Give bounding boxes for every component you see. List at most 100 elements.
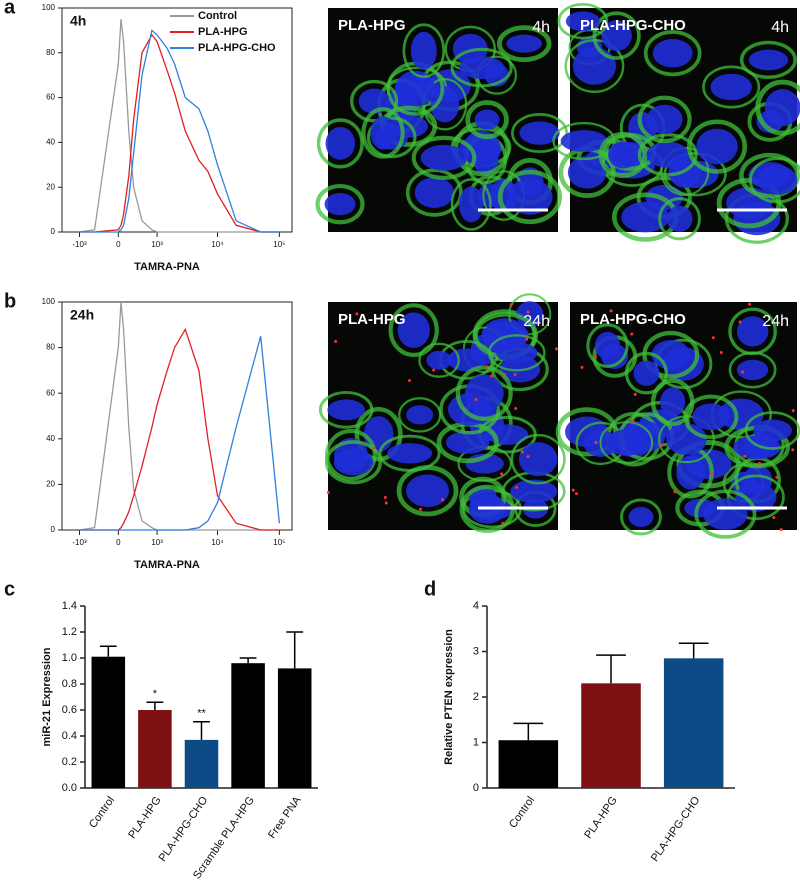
red-dot <box>334 339 338 343</box>
red-dot <box>633 392 637 396</box>
cell-membrane <box>350 79 399 123</box>
x-tick-label: 0 <box>116 240 121 249</box>
cell-nucleus <box>414 177 454 208</box>
significance: * <box>153 688 158 700</box>
cell-nucleus <box>572 47 617 85</box>
cell-membrane <box>624 351 668 395</box>
red-dot <box>791 409 795 413</box>
red-dot <box>383 496 387 500</box>
red-dot <box>775 475 779 479</box>
y-tick-label: 20 <box>46 480 55 489</box>
cell-membrane <box>739 40 797 80</box>
cell-membrane <box>510 433 566 485</box>
y-tick-label: 2 <box>473 691 479 703</box>
x-tick-label: 10⁴ <box>211 240 224 249</box>
cell-nucleus <box>748 49 789 71</box>
cell-membrane <box>496 25 552 63</box>
red-dot <box>485 365 489 369</box>
x-tick-label: -10³ <box>72 240 87 249</box>
cell-nucleus <box>474 109 500 130</box>
y-tick-label: 0.2 <box>62 756 77 768</box>
cell-nucleus <box>608 141 638 169</box>
image-label: PLA-HPG <box>338 17 406 34</box>
y-tick-label: 0.6 <box>62 704 77 716</box>
cell-membrane <box>487 334 546 372</box>
series-line <box>79 19 280 233</box>
red-dot <box>571 488 575 492</box>
cell-nucleus <box>567 156 607 189</box>
significance: ** <box>197 708 206 720</box>
series-line <box>79 301 280 531</box>
y-tick-label: 100 <box>42 297 56 306</box>
x-tick-label: 10⁵ <box>273 538 285 547</box>
red-dot <box>772 516 776 520</box>
cell-membrane <box>755 79 800 136</box>
cell-membrane <box>748 156 800 204</box>
red-dot <box>326 491 330 495</box>
red-dot <box>738 320 742 324</box>
cell-nucleus <box>370 116 396 150</box>
red-dot <box>500 472 504 476</box>
cell-nucleus <box>710 73 752 101</box>
cell-nucleus <box>565 11 600 32</box>
cell-membrane <box>497 169 562 225</box>
cell-membrane <box>586 323 629 368</box>
x-tick-label: 10⁴ <box>211 538 224 547</box>
cell-nucleus <box>496 342 538 364</box>
x-tick-label: Free PNA <box>266 794 304 841</box>
cell-membrane <box>361 107 405 159</box>
cell-nucleus <box>601 20 632 52</box>
cell-nucleus <box>459 56 505 79</box>
cell-membrane <box>687 119 748 174</box>
cell-membrane <box>552 121 616 161</box>
cell-membrane <box>316 118 364 169</box>
cell-membrane <box>643 30 702 77</box>
panel-letter: a <box>4 0 16 18</box>
cell-membrane <box>683 394 739 440</box>
y-tick-label: 80 <box>46 343 55 352</box>
cell-membrane <box>702 65 761 109</box>
cell-membrane <box>511 113 569 154</box>
red-dot <box>419 507 423 511</box>
cell-nucleus <box>452 33 488 64</box>
image-time: 4h <box>532 19 550 36</box>
cell-membrane <box>405 168 463 217</box>
y-tick-label: 80 <box>46 48 55 57</box>
red-dot <box>441 498 445 502</box>
red-dot <box>432 368 436 372</box>
bar <box>91 656 126 788</box>
x-axis-label: TAMRA-PNA <box>134 261 200 273</box>
cell-nucleus <box>666 205 693 232</box>
panel-letter: d <box>424 578 436 600</box>
y-tick-label: 0 <box>51 227 56 236</box>
y-tick-label: 3 <box>473 645 479 657</box>
x-tick-label: Control <box>507 795 537 831</box>
cell-nucleus <box>753 419 792 442</box>
y-tick-label: 0 <box>51 525 56 534</box>
cell-membrane <box>637 133 698 177</box>
red-dot <box>779 528 783 532</box>
micrograph: PLA-HPG 24h <box>318 293 566 533</box>
red-dot <box>631 419 635 423</box>
cell-membrane <box>620 498 662 536</box>
cell-nucleus <box>395 70 436 108</box>
cell-membrane <box>637 95 692 144</box>
series-line <box>79 336 281 531</box>
cell-nucleus <box>764 89 800 127</box>
red-dot <box>525 337 529 341</box>
plot-frame <box>61 301 293 531</box>
red-dot <box>355 312 359 316</box>
cell-nucleus <box>718 398 764 431</box>
bar <box>581 683 641 788</box>
x-tick-label: Control <box>87 795 117 831</box>
red-dot <box>490 374 494 378</box>
y-tick-label: 0 <box>473 782 479 794</box>
cell-nucleus <box>516 301 544 328</box>
cell-nucleus <box>607 429 646 456</box>
red-dot <box>609 309 613 313</box>
cell-membrane <box>315 183 365 225</box>
x-tick-label: 10⁵ <box>273 240 285 249</box>
cell-nucleus <box>464 374 504 412</box>
cell-nucleus <box>519 121 560 145</box>
cell-membrane <box>557 2 609 40</box>
